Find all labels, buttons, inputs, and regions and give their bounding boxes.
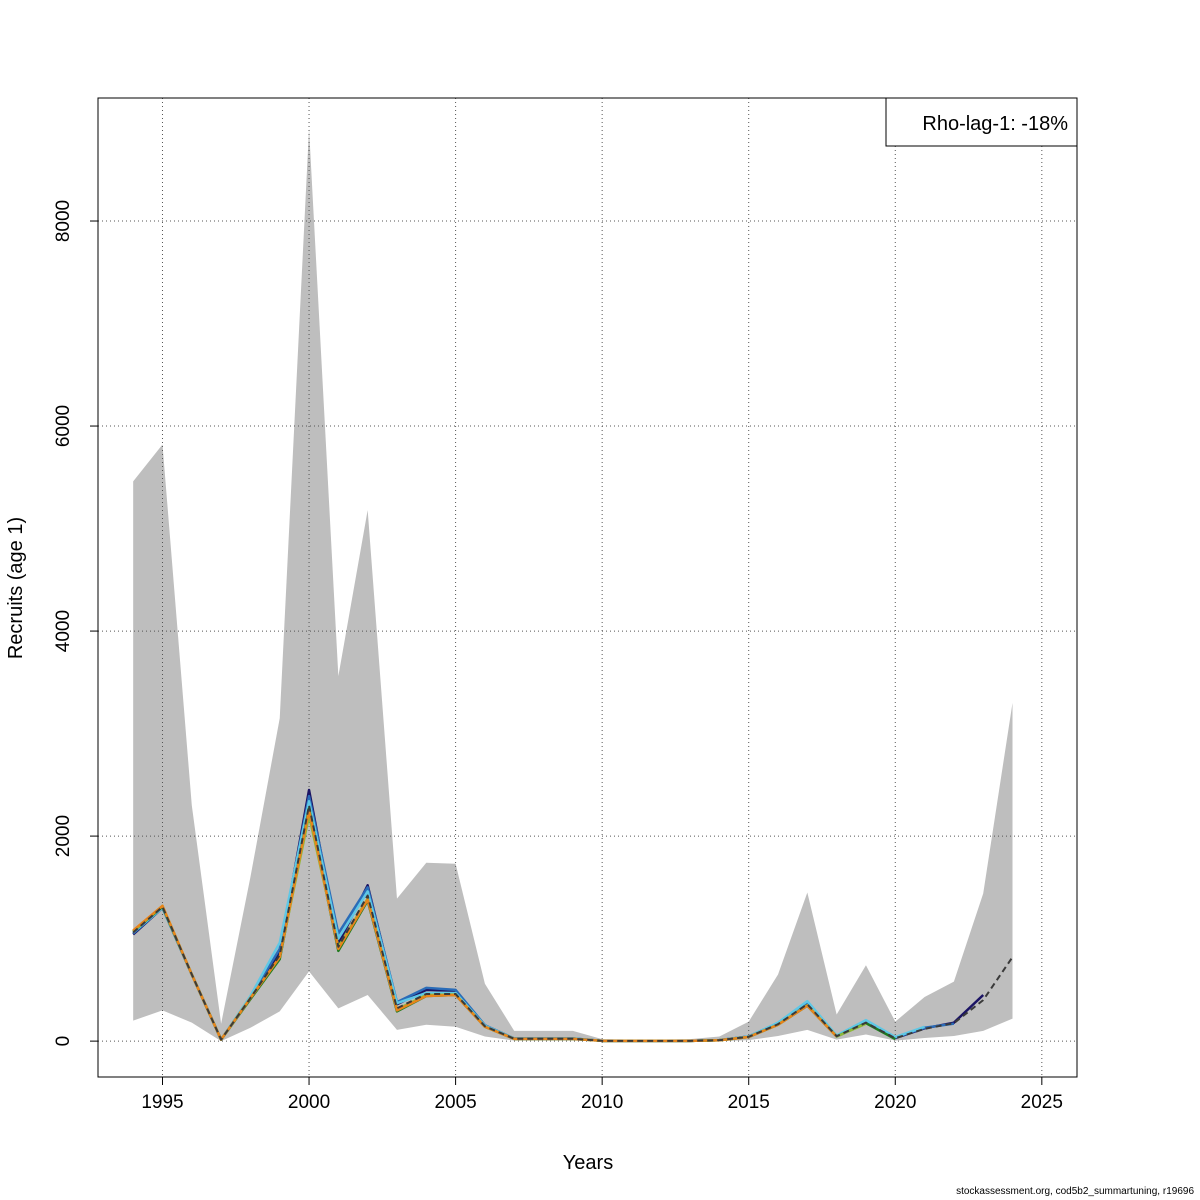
y-tick-label: 8000 [53,200,74,242]
plot-frame [97,97,1078,1078]
legend: Rho-lag-1: -18% [885,97,1078,147]
y-tick-label: 0 [53,1036,74,1047]
y-axis-title: Recruits (age 1) [5,517,27,659]
footer-credit: stockassessment.org, cod5b2_summartuning… [956,1186,1194,1197]
x-tick-label: 2025 [1021,1092,1063,1113]
x-axis: 1995 2000 2005 2010 2015 2020 2025 [141,1077,1063,1113]
x-tick-label: 2005 [434,1092,476,1113]
x-axis-title: Years [563,1152,613,1174]
series-line-full-run [132,804,1014,1042]
x-tick-label: 2015 [728,1092,770,1113]
x-tick-label: 1995 [141,1092,183,1113]
y-tick-label: 6000 [53,405,74,447]
y-axis: 0 2000 4000 6000 8000 [53,200,98,1047]
confidence-band [133,128,1013,1042]
x-tick-label: 2010 [581,1092,623,1113]
series-layer [132,788,1014,1043]
legend-text: Rho-lag-1: -18% [922,113,1068,135]
x-tick-label: 2020 [874,1092,916,1113]
y-tick-label: 4000 [53,610,74,652]
confidence-band-layer [133,128,1013,1042]
x-tick-label: 2000 [288,1092,330,1113]
y-tick-label: 2000 [53,815,74,857]
legend-box [885,97,1078,147]
